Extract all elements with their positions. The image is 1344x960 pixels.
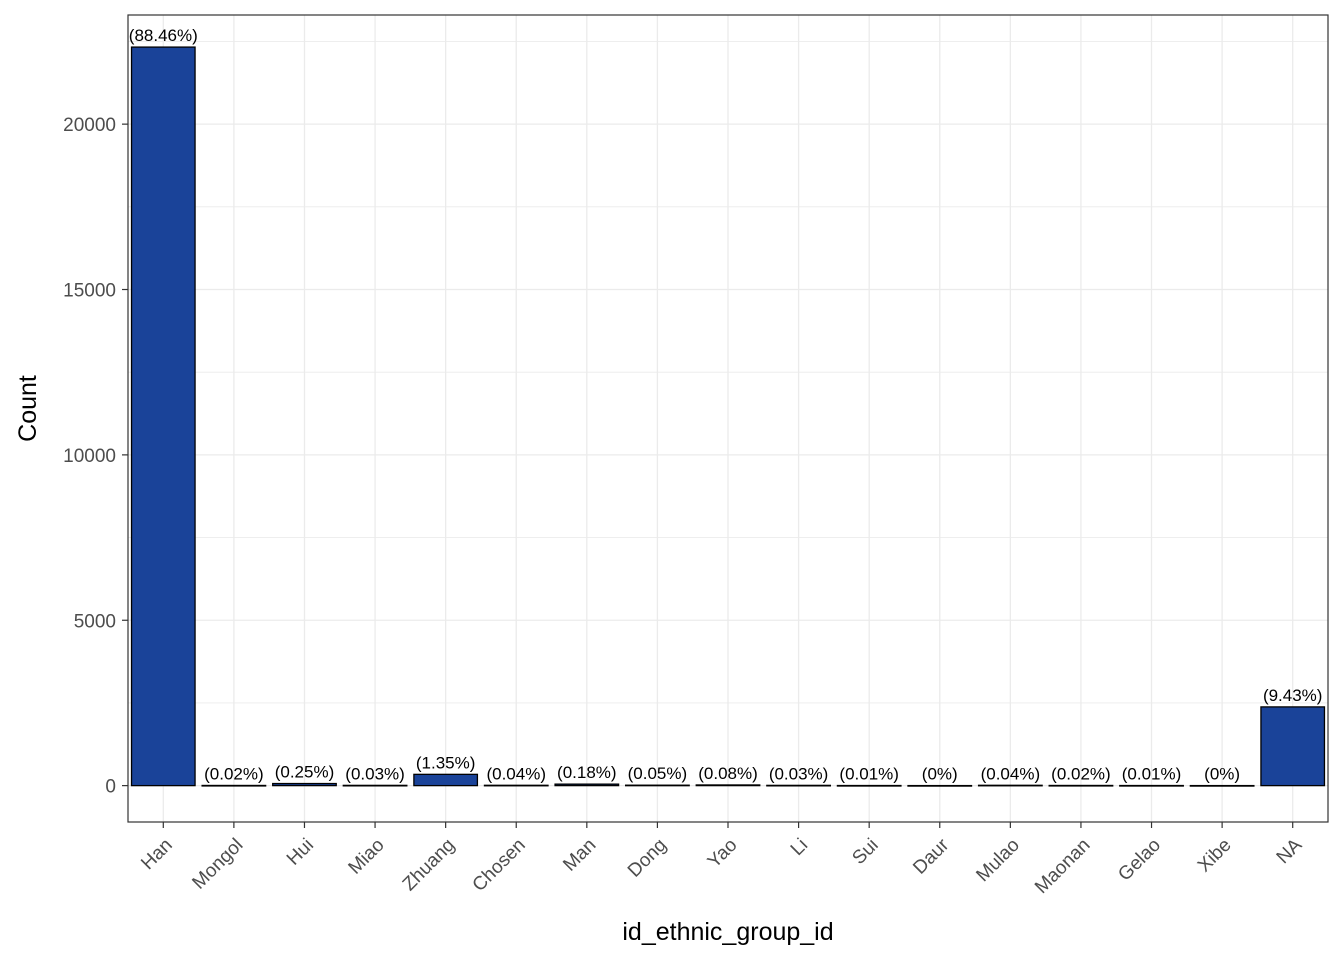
- y-axis-title: Count: [14, 375, 42, 442]
- bar-yao: [695, 784, 761, 787]
- x-tick-label: Gelao: [1114, 835, 1165, 886]
- bar-mulao: [977, 784, 1043, 787]
- bar-chosen: [483, 784, 549, 787]
- data-label: (0.25%): [275, 763, 335, 782]
- data-label: (1.35%): [416, 753, 476, 772]
- y-tick-label: 20000: [63, 115, 116, 136]
- y-tick-label: 0: [105, 777, 116, 798]
- grid-major: [128, 15, 1328, 822]
- data-label: (0.03%): [345, 764, 405, 783]
- x-tick-label: Maonan: [1031, 835, 1094, 898]
- x-tick-label: Li: [787, 835, 812, 860]
- data-label: (0.02%): [204, 764, 264, 783]
- x-tick-label: Miao: [345, 835, 389, 879]
- data-label: (0.18%): [557, 763, 617, 782]
- data-label: (0.02%): [1051, 764, 1111, 783]
- x-tick-label: Sui: [848, 835, 882, 869]
- x-tick-label: Dong: [624, 835, 671, 882]
- bar-miao: [342, 784, 408, 787]
- bar-sui: [836, 784, 902, 787]
- x-tick-label: Hui: [283, 835, 318, 870]
- data-label: (0.01%): [1122, 765, 1182, 784]
- data-label: (0.04%): [486, 764, 546, 783]
- y-tick-label: 10000: [63, 446, 116, 467]
- x-tick-label: Mongol: [188, 835, 247, 894]
- x-tick-label: Man: [559, 835, 600, 876]
- data-label: (0%): [922, 765, 958, 784]
- data-label: (0%): [1204, 765, 1240, 784]
- y-axis: 0 5000 10000 15000 20000: [63, 115, 128, 798]
- bar-dong: [624, 784, 690, 787]
- data-label: (0.01%): [839, 765, 899, 784]
- y-tick-label: 15000: [63, 281, 116, 302]
- bar-na: [1260, 706, 1326, 787]
- data-label: (0.04%): [981, 764, 1041, 783]
- x-tick-label: Han: [137, 835, 176, 874]
- x-tick-label: Mulao: [972, 835, 1023, 886]
- bars: [130, 46, 1326, 787]
- bar-maonan: [1048, 784, 1114, 787]
- x-axis: Han Mongol Hui Miao Zhuang Chosen Man Dong Yao Li…: [137, 822, 1306, 898]
- data-label: (88.46%): [129, 26, 198, 45]
- x-tick-label: NA: [1273, 834, 1307, 868]
- bar-gelao: [1119, 784, 1184, 787]
- data-label: (0.08%): [698, 764, 758, 783]
- bar-mongol: [201, 784, 267, 787]
- bar-li: [766, 784, 832, 787]
- x-tick-label: Xibe: [1194, 835, 1236, 877]
- data-label: (9.43%): [1263, 686, 1323, 705]
- bar-hui: [272, 782, 337, 787]
- x-axis-title: id_ethnic_group_id: [622, 918, 833, 946]
- data-labels: (88.46%) (0.02%) (0.25%) (0.03%) (1.35%) (0.0…: [129, 26, 1323, 784]
- data-label: (0.05%): [628, 764, 688, 783]
- data-label: (0.03%): [769, 764, 829, 783]
- x-tick-label: Yao: [704, 835, 742, 873]
- bar-zhuang: [413, 773, 479, 787]
- bar-daur: [907, 784, 973, 787]
- x-tick-label: Chosen: [469, 835, 530, 896]
- y-tick-label: 5000: [74, 611, 116, 632]
- bar-xibe: [1189, 784, 1255, 787]
- x-tick-label: Daur: [909, 834, 953, 878]
- bar-han: [130, 46, 196, 787]
- bar-man: [554, 783, 620, 787]
- x-tick-label: Zhuang: [399, 835, 459, 895]
